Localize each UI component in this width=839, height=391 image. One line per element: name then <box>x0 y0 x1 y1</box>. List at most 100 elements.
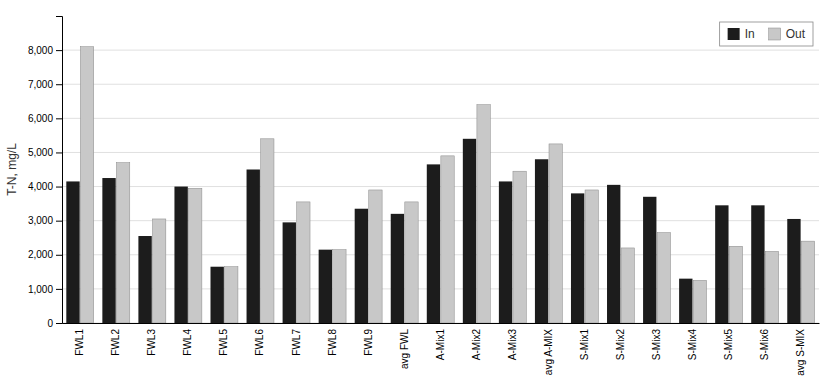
y-tick-mark <box>56 323 62 324</box>
x-tick: FWL8 <box>327 329 338 356</box>
bar <box>210 267 223 323</box>
bar <box>247 170 260 324</box>
x-tick: avg S-MIX <box>795 329 806 376</box>
bar-series <box>66 139 800 323</box>
x-tick: S-Mix1 <box>579 329 590 361</box>
legend-swatch <box>728 28 740 40</box>
x-tick-label: FWL4 <box>182 329 193 356</box>
y-tick: 4,000 <box>28 181 62 192</box>
x-tick: avg A-MIX <box>543 329 554 375</box>
y-tick: 8,000 <box>28 45 62 56</box>
x-tick-label: S-Mix2 <box>615 329 626 361</box>
y-tick: 0 <box>47 318 62 329</box>
bar <box>679 279 692 323</box>
bar <box>116 163 129 323</box>
y-tick: 6,000 <box>28 113 62 124</box>
y-tick-mark <box>56 255 62 256</box>
y-axis: 0 1,000 2,000 3,000 4,000 5,000 6,000 7,000 8,00… <box>28 17 63 329</box>
x-tick-label: S-Mix3 <box>651 329 662 361</box>
bar <box>585 190 598 323</box>
bar <box>369 190 382 323</box>
x-tick: FWL5 <box>218 329 229 356</box>
y-tick-label: 6,000 <box>28 113 53 124</box>
plot: 0 1,000 2,000 3,000 4,000 5,000 6,000 7,000 8,00… <box>28 17 820 376</box>
x-tick-label: avg FWL <box>399 329 410 369</box>
grid <box>62 50 819 323</box>
legend-swatch <box>769 28 781 40</box>
bar <box>571 193 584 323</box>
bar <box>751 205 764 323</box>
x-tick-label: S-Mix5 <box>723 329 734 361</box>
x-tick-label: FWL5 <box>218 329 229 356</box>
legend-item: Out <box>769 27 806 41</box>
y-axis-line <box>56 17 63 324</box>
bar <box>405 202 418 323</box>
x-tick-label: A-Mix3 <box>507 329 518 361</box>
x-tick-label: S-Mix1 <box>579 329 590 361</box>
y-tick-mark <box>56 289 62 290</box>
legend: In Out <box>720 22 813 46</box>
x-axis-line <box>63 323 820 324</box>
x-tick: FWL3 <box>146 329 157 356</box>
bar <box>174 187 187 323</box>
bar <box>283 222 296 323</box>
y-tick: 2,000 <box>28 249 62 260</box>
chart-container: 0 1,000 2,000 3,000 4,000 5,000 6,000 7,000 8,00… <box>0 0 839 391</box>
y-tick-label: 3,000 <box>28 215 53 226</box>
bar <box>463 139 476 323</box>
bar <box>693 280 706 323</box>
y-tick-label: 0 <box>47 318 53 329</box>
x-tick-label: avg S-MIX <box>795 329 806 376</box>
x-axis: FWL1 FWL2 FWL3 FWL4 FWL5 FWL6 FWL7 FWL8 FWL9 avg … <box>63 324 820 376</box>
x-tick-label: FWL9 <box>363 329 374 356</box>
y-tick-mark <box>56 221 62 222</box>
chart-svg: 0 1,000 2,000 3,000 4,000 5,000 6,000 7,000 8,00… <box>0 0 839 391</box>
x-tick: A-Mix1 <box>435 329 446 361</box>
y-tick-label: 4,000 <box>28 181 53 192</box>
bar <box>138 236 151 323</box>
bar <box>643 197 656 323</box>
bar <box>787 219 800 323</box>
x-tick: FWL7 <box>291 329 302 356</box>
y-tick-label: 1,000 <box>28 284 53 295</box>
bar <box>391 214 404 323</box>
bar <box>319 250 332 323</box>
bars <box>66 47 814 323</box>
grid-line <box>62 50 819 51</box>
bar <box>66 181 79 323</box>
bar <box>657 233 670 323</box>
bar <box>607 185 620 323</box>
legend-item: In <box>728 27 755 41</box>
x-tick: avg FWL <box>399 329 410 369</box>
x-tick: S-Mix2 <box>615 329 626 361</box>
y-tick-mark <box>56 84 62 85</box>
y-tick-label: 2,000 <box>28 249 53 260</box>
x-tick: FWL1 <box>74 329 85 356</box>
bar <box>427 164 440 323</box>
x-tick-label: FWL7 <box>291 329 302 356</box>
bar <box>715 205 728 323</box>
y-tick-label: 7,000 <box>28 79 53 90</box>
x-tick-label: A-Mix2 <box>471 329 482 361</box>
x-tick: FWL6 <box>254 329 265 356</box>
legend-label: In <box>745 27 755 41</box>
bar <box>333 250 346 323</box>
x-tick: S-Mix6 <box>759 329 770 361</box>
x-tick: FWL9 <box>363 329 374 356</box>
y-tick: 5,000 <box>28 147 62 158</box>
x-tick-label: FWL3 <box>146 329 157 356</box>
x-tick-label: FWL8 <box>327 329 338 356</box>
bar <box>441 156 454 323</box>
bar <box>535 159 548 323</box>
bar <box>102 178 115 323</box>
bar <box>225 267 238 323</box>
bar <box>355 209 368 323</box>
bar <box>152 219 165 323</box>
y-tick: 1,000 <box>28 284 62 295</box>
x-tick: A-Mix2 <box>471 329 482 361</box>
bar <box>297 202 310 323</box>
y-axis-title: T-N, mg/L <box>5 143 19 196</box>
bar <box>549 144 562 323</box>
x-tick: S-Mix4 <box>687 329 698 361</box>
x-tick-label: FWL2 <box>110 329 121 356</box>
